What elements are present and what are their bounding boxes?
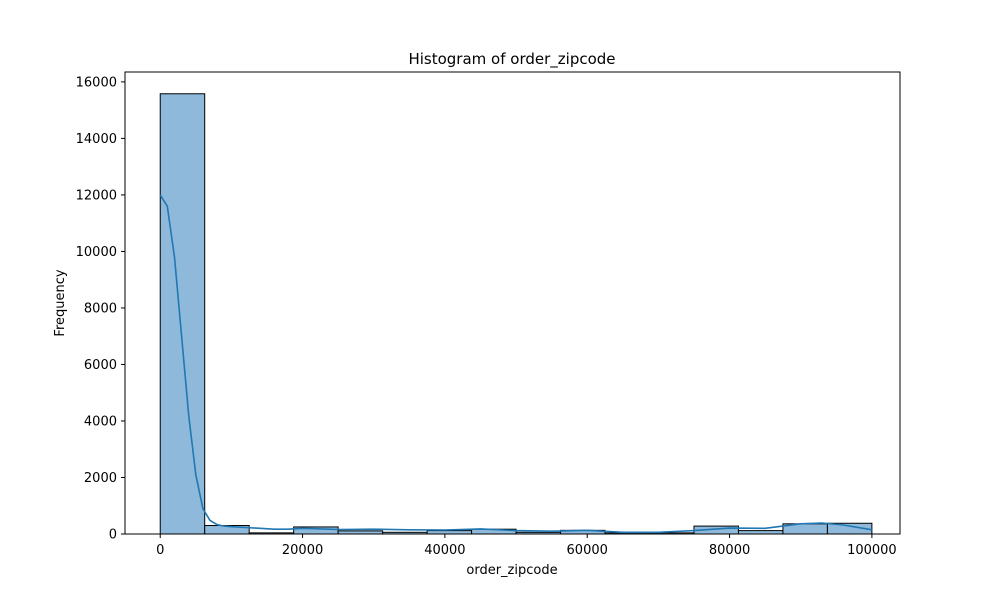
x-axis-label: order_zipcode <box>466 563 557 578</box>
y-axis-label: Frequency <box>53 269 68 336</box>
histogram-bar-6 <box>426 530 473 535</box>
kde-layer <box>159 194 873 534</box>
y-tick-label: 2000 <box>84 471 117 486</box>
x-tick-label: 60000 <box>567 543 608 558</box>
y-tick-label: 16000 <box>76 75 117 90</box>
x-tick-label: 20000 <box>282 543 323 558</box>
y-tick-label: 0 <box>109 528 117 543</box>
x-tick-label: 0 <box>156 543 164 558</box>
plot-frame <box>124 71 901 535</box>
x-tick-label: 80000 <box>709 543 750 558</box>
y-tick-label: 6000 <box>84 358 117 373</box>
kde-line <box>159 194 873 534</box>
y-tick-label: 14000 <box>76 132 117 147</box>
chart-title: Histogram of order_zipcode <box>408 50 615 69</box>
y-axis-ticks: 0 2000 4000 6000 8000 10000 12000 14000 16000 <box>76 75 125 543</box>
histogram-bar-13 <box>737 530 784 535</box>
bars-layer <box>159 93 873 535</box>
histogram-bar-0 <box>159 93 206 535</box>
x-axis-ticks: 0 20000 40000 60000 80000 100000 <box>156 534 897 558</box>
x-tick-label: 40000 <box>424 543 465 558</box>
y-tick-label: 10000 <box>76 245 117 260</box>
y-tick-label: 12000 <box>76 188 117 203</box>
x-tick-label: 100000 <box>847 543 897 558</box>
y-tick-label: 4000 <box>84 414 117 429</box>
y-tick-label: 8000 <box>84 301 117 316</box>
